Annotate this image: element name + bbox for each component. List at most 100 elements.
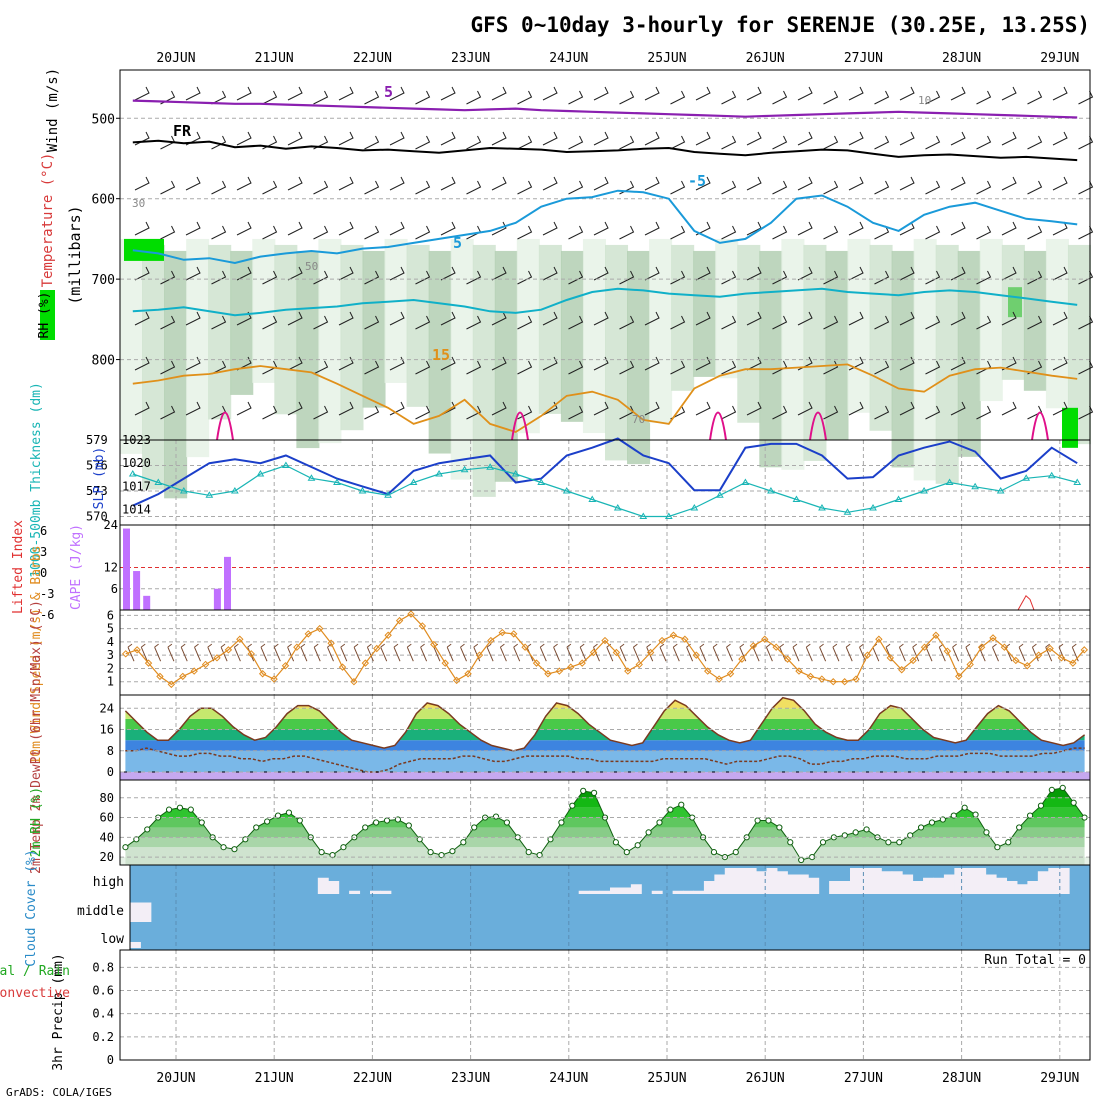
wind-barb <box>899 401 915 416</box>
wind-barb <box>287 221 303 236</box>
wind-speed-marker <box>897 666 906 674</box>
panel-border <box>119 949 1091 1061</box>
wind-barb <box>364 315 380 330</box>
wind-barb-10m <box>1018 643 1026 662</box>
wind-barb <box>491 356 507 371</box>
cloud-bar <box>954 868 966 894</box>
rh-marker <box>274 812 282 819</box>
rh-shade-high <box>1008 287 1022 318</box>
cloud-bar <box>923 877 934 894</box>
wind-speed-marker <box>133 646 141 654</box>
wind-barb <box>415 270 431 285</box>
thickness-marker <box>741 478 750 485</box>
wind-barb <box>262 315 278 330</box>
wind-barb <box>160 315 176 330</box>
wind-barb <box>287 311 303 326</box>
rh-shade <box>1067 244 1091 445</box>
cloud-level-label: middle <box>77 904 124 919</box>
cloud-bar <box>1037 871 1049 894</box>
cape-bar <box>123 528 130 610</box>
wind-barb-10m <box>207 643 215 662</box>
temp-line <box>124 696 1086 752</box>
rh-marker <box>787 839 794 846</box>
thickness-axis-label: 1000-500mb Thickness (dm) <box>29 382 44 578</box>
rh-tick: 60 <box>100 811 114 825</box>
wind-barb <box>287 86 303 101</box>
rh-shade <box>142 244 166 490</box>
wind-barb <box>593 311 609 326</box>
wind-speed-marker <box>726 670 735 678</box>
wind-barb <box>517 315 533 330</box>
rh-contour-label: 30 <box>132 197 145 210</box>
date-label-bottom: 21JUN <box>255 1071 294 1086</box>
rh-marker <box>285 809 293 816</box>
thickness-marker <box>690 504 699 511</box>
wind-barb <box>593 221 609 236</box>
wind-barb <box>466 135 482 150</box>
wind-barb <box>389 176 405 191</box>
rh-marker <box>852 829 859 836</box>
cloud-level-label: high <box>93 875 124 890</box>
cloud-bar <box>620 887 632 894</box>
wind-barb <box>517 180 533 195</box>
wind-barb <box>517 225 533 240</box>
wind-tick: 3 <box>107 648 114 662</box>
wind-barb <box>721 135 737 150</box>
wind-barb <box>542 86 558 101</box>
wind-barb-10m <box>287 643 295 662</box>
wind-barb <box>1052 86 1068 101</box>
wind-barb <box>823 135 839 150</box>
wind-barb <box>134 221 150 236</box>
wind-barb <box>517 135 533 150</box>
cape-axis-label: CAPE (J/kg) <box>69 524 84 610</box>
wind-barb <box>568 225 584 240</box>
wind-barb-10m <box>300 643 308 662</box>
wind-barb-10m <box>513 643 521 662</box>
rh-shade <box>318 238 342 444</box>
wind-barb <box>160 360 176 375</box>
wind-barb <box>848 311 864 326</box>
rh-band <box>125 827 1085 838</box>
wind-barb-10m <box>233 643 241 662</box>
thickness-marker <box>384 491 392 498</box>
wind-barb <box>287 356 303 371</box>
wind-barb <box>925 405 941 420</box>
wind-barb <box>542 266 558 281</box>
wind-barb <box>644 356 660 371</box>
wind-barb <box>415 225 431 240</box>
wind-barb-10m <box>380 643 388 662</box>
date-label-bottom: 27JUN <box>844 1071 883 1086</box>
wind-barb <box>262 180 278 195</box>
wind-barb <box>185 86 201 101</box>
cloud-bar <box>964 868 976 894</box>
wind-speed-marker <box>612 648 621 657</box>
rh2m-axis-label: 2m RH (%) <box>29 787 44 857</box>
rh-shade <box>384 238 408 383</box>
rh-marker <box>896 839 903 846</box>
rh-marker <box>329 852 336 859</box>
rh-shade-high <box>124 238 164 261</box>
wind-barb-10m <box>260 643 268 662</box>
wind-barb-10m <box>340 643 348 662</box>
li-line <box>990 595 1035 611</box>
wind-barb <box>236 221 252 236</box>
wind-speed-marker <box>213 654 221 662</box>
rh-shade <box>516 238 540 434</box>
rh-shade <box>450 238 474 480</box>
date-label-bottom: 29JUN <box>1040 1071 1079 1086</box>
wind-barb <box>466 360 482 375</box>
wind-barb <box>925 225 941 240</box>
wind-barb <box>797 266 813 281</box>
wind-barb <box>542 356 558 371</box>
wind-speed-marker <box>669 631 678 639</box>
wind-speed-marker <box>840 678 849 686</box>
rh-marker <box>405 822 412 829</box>
cloud-bar <box>610 887 621 894</box>
wind-barb <box>134 176 150 191</box>
pressure-tick: 600 <box>92 193 115 208</box>
wind-speed-marker <box>646 648 655 657</box>
thickness-marker <box>894 495 903 502</box>
wind-barb <box>950 311 966 326</box>
wind-barb <box>772 315 788 330</box>
